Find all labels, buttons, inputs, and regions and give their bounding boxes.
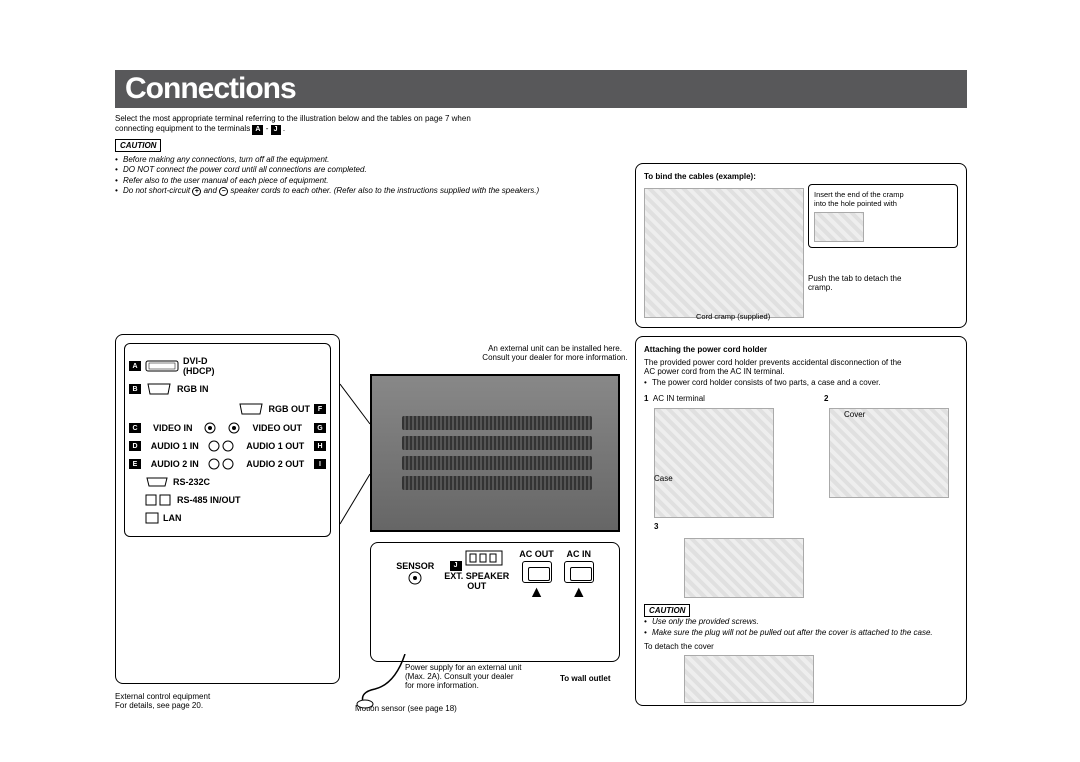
terminal-row-rgbin: B RGB IN xyxy=(129,382,326,396)
terminal-label-h: H xyxy=(314,441,326,451)
caution-list: Before making any connections, turn off … xyxy=(115,155,615,197)
io-sensor: SENSOR xyxy=(396,549,434,587)
bind-inset-1: Insert the end of the crampinto the hole… xyxy=(808,184,958,248)
vga-connector-icon xyxy=(237,402,265,416)
psu-note: Power supply for an external unit (Max. … xyxy=(405,663,545,690)
caution-item: Before making any connections, turn off … xyxy=(115,155,615,165)
terminal-label-j: J xyxy=(450,561,462,571)
detach-diagram xyxy=(684,655,814,703)
rca-pair-icon xyxy=(208,440,236,452)
intro-text: Select the most appropriate terminal ref… xyxy=(115,114,595,135)
arrow-up-icon: ▲ xyxy=(519,585,554,601)
arrow-up-icon: ▲ xyxy=(564,585,594,601)
cord-cramp-label: Cord cramp (supplied) xyxy=(696,312,770,321)
detach-label: To detach the cover xyxy=(644,642,958,651)
caution-item: DO NOT connect the power cord until all … xyxy=(115,165,615,175)
attach-title: Attaching the power cord holder xyxy=(644,345,958,354)
terminal-label-c: C xyxy=(129,423,141,433)
ext-control-note: External control equipment For details, … xyxy=(115,692,210,710)
intro-line2b: . xyxy=(283,124,285,133)
jack-icon xyxy=(408,571,422,585)
serial-icon xyxy=(145,476,169,488)
io-ac-in: AC IN ▲ xyxy=(564,549,594,601)
terminal-row-rs232: RS-232C xyxy=(129,476,326,488)
step1-num: 1 xyxy=(644,394,648,403)
intro-line1: Select the most appropriate terminal ref… xyxy=(115,114,471,123)
step2-diagram xyxy=(829,408,949,498)
minus-icon: − xyxy=(219,187,228,196)
io-ac-out: AC OUT ▲ xyxy=(519,549,554,601)
rca-pair-icon xyxy=(208,458,236,470)
terminal-label-g: G xyxy=(314,423,326,433)
page-number: 6 xyxy=(947,68,967,115)
rj-pair-icon xyxy=(145,494,173,506)
terminal-row-dvid: A DVI-D(HDCP) xyxy=(129,356,326,376)
terminal-row-lan: LAN xyxy=(129,512,326,524)
page-title: Connections xyxy=(125,72,296,106)
iec-out-icon xyxy=(522,561,552,583)
terminal-row-rs485: RS-485 IN/OUT xyxy=(129,494,326,506)
rca-icon xyxy=(204,422,216,434)
vga-connector-icon xyxy=(145,382,173,396)
step3-diagram xyxy=(684,538,804,598)
term-to: J xyxy=(271,125,281,135)
terminal-row-audio2: E AUDIO 2 IN AUDIO 2 OUT I xyxy=(129,458,326,470)
dvid-connector-icon xyxy=(145,358,179,374)
step1-diagram xyxy=(654,408,774,518)
terminal-row-rgbout: RGB OUT F xyxy=(129,402,326,416)
display-rear-diagram xyxy=(370,374,620,532)
io-ext-speaker: J EXT. SPEAKEROUT xyxy=(444,549,509,591)
caution-heading: CAUTION xyxy=(115,139,161,152)
cable-bind-diagram xyxy=(644,188,804,318)
attach-bullet: The power cord holder consists of two pa… xyxy=(644,378,958,388)
rca-icon xyxy=(228,422,240,434)
io-panel: SENSOR J EXT. SPEAKEROUT AC OUT ▲ AC IN … xyxy=(370,542,620,662)
term-from: A xyxy=(252,125,263,135)
speaker-terminal-icon xyxy=(464,549,504,567)
terminals-panel: A DVI-D(HDCP) B RGB IN RGB OUT F xyxy=(115,334,340,684)
cover-label: Cover xyxy=(844,410,865,419)
terminal-label-b: B xyxy=(129,384,141,394)
attach-desc: The provided power cord holder prevents … xyxy=(644,358,958,376)
arrow-diagram xyxy=(814,212,864,242)
step2-num: 2 xyxy=(824,394,828,403)
intro-line2a: connecting equipment to the terminals xyxy=(115,124,252,133)
power-cord-holder-box: Attaching the power cord holder The prov… xyxy=(635,336,967,706)
case-label: Case xyxy=(654,474,673,483)
to-wall-label: To wall outlet xyxy=(560,674,611,683)
leader-icon xyxy=(340,374,375,534)
bind-detach-note: Push the tab to detach thecramp. xyxy=(808,274,958,292)
terminal-label-e: E xyxy=(129,459,141,469)
caution-item: Do not short-circuit + and − speaker cor… xyxy=(115,186,615,196)
terminal-row-video: C VIDEO IN VIDEO OUT G xyxy=(129,422,326,434)
caution-item: Refer also to the user manual of each pi… xyxy=(115,176,615,186)
bind-cables-box: To bind the cables (example): Insert the… xyxy=(635,163,967,328)
terminal-label-a: A xyxy=(129,361,141,371)
ext-unit-note: An external unit can be installed here. … xyxy=(475,344,635,362)
step1-label: AC IN terminal xyxy=(653,394,705,403)
terminal-row-audio1: D AUDIO 1 IN AUDIO 1 OUT H xyxy=(129,440,326,452)
rj45-icon xyxy=(145,512,159,524)
terminal-label-i: I xyxy=(314,459,326,469)
caution-heading-2: CAUTION xyxy=(644,604,690,617)
terminal-label-d: D xyxy=(129,441,141,451)
caution-list-2: Use only the provided screws. Make sure … xyxy=(644,617,958,638)
plus-icon: + xyxy=(192,187,201,196)
terminal-label-f: F xyxy=(314,404,326,414)
sensor-cable-icon xyxy=(355,654,415,709)
iec-in-icon xyxy=(564,561,594,583)
step3-num: 3 xyxy=(654,522,658,531)
bind-cables-title: To bind the cables (example): xyxy=(644,172,958,181)
title-bar: Connections 6 xyxy=(115,70,967,108)
